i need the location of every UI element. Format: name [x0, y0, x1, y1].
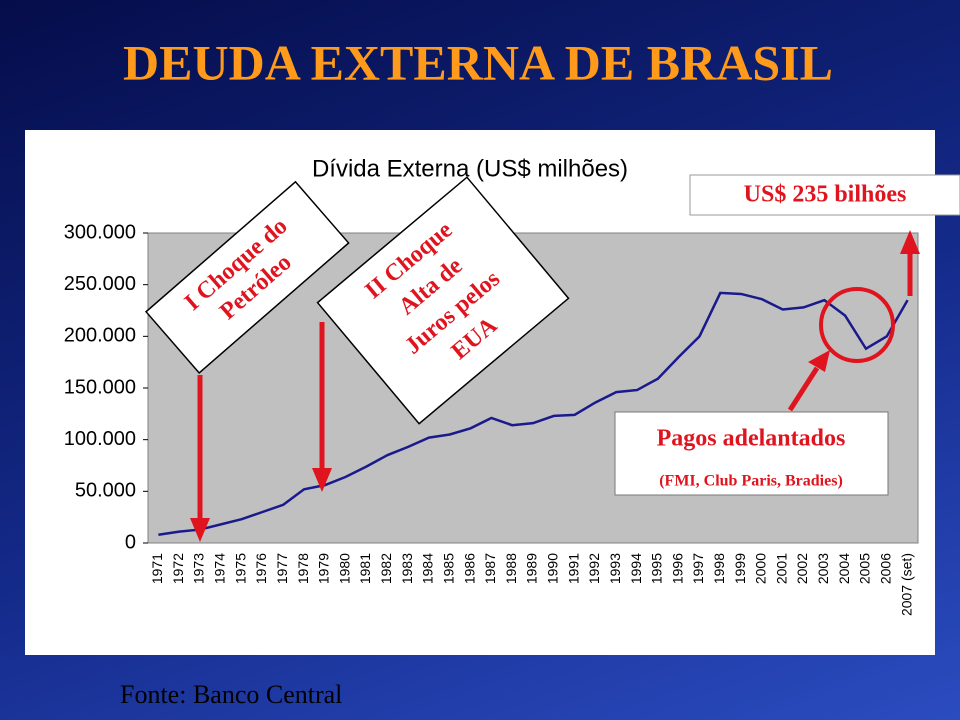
y-tick-label: 0	[125, 531, 136, 553]
slide-title: DEUDA EXTERNA DE BRASIL	[123, 34, 833, 90]
y-tick-label: 250.000	[64, 273, 136, 295]
arrowhead	[900, 230, 920, 254]
arrowhead	[808, 350, 830, 372]
x-tick-label: 1980	[336, 553, 352, 584]
arrowhead	[190, 518, 210, 542]
x-tick-label: 1998	[711, 553, 727, 584]
x-tick-label: 1995	[649, 553, 665, 584]
x-tick-label: 1984	[420, 553, 436, 584]
y-tick-label: 100.000	[64, 428, 136, 450]
x-tick-label: 1982	[378, 553, 394, 584]
y-tick-label: 300.000	[64, 221, 136, 243]
x-tick-label: 1988	[503, 553, 519, 584]
x-tick-label: 1975	[232, 553, 248, 584]
x-tick-label: 2002	[794, 553, 810, 584]
annotation-frame	[144, 180, 350, 374]
x-tick-label: 1971	[149, 553, 165, 584]
x-tick-label: 1977	[274, 553, 290, 584]
annotation-frame	[614, 411, 889, 496]
annotation-text: Pagos adelantados	[657, 426, 846, 452]
x-tick-label: 2001	[773, 553, 789, 584]
annotation-frame	[689, 174, 960, 216]
x-tick-label: 1987	[482, 553, 498, 584]
x-tick-label: 1996	[669, 553, 685, 584]
x-tick-label: 2004	[836, 553, 852, 584]
annotation-frame	[316, 176, 570, 425]
chart-title: Dívida Externa (US$ milhões)	[312, 155, 628, 182]
x-tick-label: 1981	[357, 553, 373, 584]
annotation-text: (FMI, Club Paris, Bradies)	[659, 473, 843, 490]
source-note: Fonte: Banco Central	[120, 680, 342, 709]
x-tick-label: 1997	[690, 553, 706, 584]
x-tick-label: 1972	[170, 553, 186, 584]
x-tick-label: 1976	[253, 553, 269, 584]
x-tick-label: 1985	[440, 553, 456, 584]
arrows	[190, 230, 920, 542]
x-tick-label: 2003	[815, 553, 831, 584]
x-tick-label: 1994	[628, 553, 644, 584]
x-tick-label: 1992	[586, 553, 602, 584]
x-tick-label: 1999	[732, 553, 748, 584]
x-tick-label: 2005	[857, 553, 873, 584]
x-tick-label: 2000	[753, 553, 769, 584]
x-tick-label: 1990	[545, 553, 561, 584]
highlight-circle	[819, 287, 895, 363]
x-tick-label: 1974	[212, 553, 228, 584]
data-line	[158, 291, 909, 536]
x-tick-label: 2007 (set)	[898, 553, 914, 616]
arrow	[787, 366, 820, 412]
x-tick-label: 1979	[316, 553, 332, 584]
arrowhead	[312, 468, 332, 492]
x-tick-label: 1983	[399, 553, 415, 584]
x-tick-label: 1986	[461, 553, 477, 584]
y-tick-label: 150.000	[64, 376, 136, 398]
x-tick-label: 1973	[191, 553, 207, 584]
y-tick-label: 50.000	[75, 480, 136, 502]
x-tick-label: 2006	[877, 553, 893, 584]
x-tick-label: 1978	[295, 553, 311, 584]
x-tick-label: 1993	[607, 553, 623, 584]
x-tick-label: 1989	[524, 553, 540, 584]
x-tick-label: 1991	[565, 553, 581, 584]
annotation-text: US$ 235 bilhões	[744, 182, 907, 208]
y-tick-label: 200.000	[64, 325, 136, 347]
